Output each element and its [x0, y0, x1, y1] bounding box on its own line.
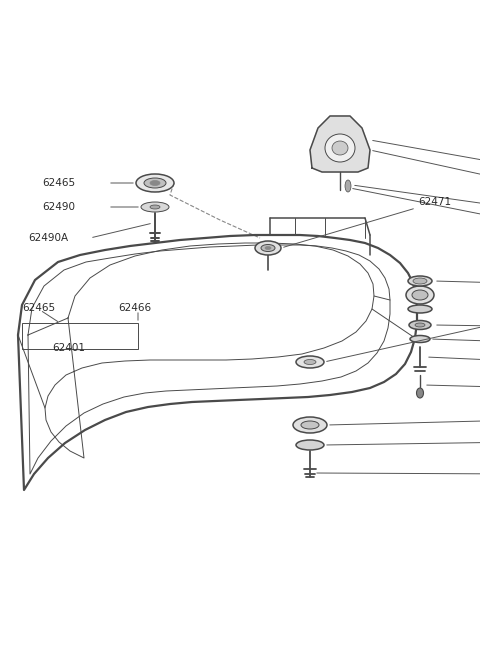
Ellipse shape	[345, 180, 351, 192]
Ellipse shape	[144, 178, 166, 188]
Bar	[22, 323, 138, 349]
Ellipse shape	[412, 290, 428, 300]
Text: 62490A: 62490A	[28, 233, 68, 243]
Ellipse shape	[141, 202, 169, 212]
Ellipse shape	[406, 286, 434, 304]
Ellipse shape	[301, 421, 319, 429]
Ellipse shape	[265, 246, 271, 250]
Ellipse shape	[150, 205, 160, 209]
Ellipse shape	[409, 320, 431, 329]
Text: 62471: 62471	[418, 197, 451, 207]
Text: 62466: 62466	[118, 303, 151, 313]
Text: 62490: 62490	[42, 202, 75, 212]
Ellipse shape	[332, 141, 348, 155]
Ellipse shape	[417, 388, 423, 398]
Ellipse shape	[293, 417, 327, 433]
Ellipse shape	[255, 241, 281, 255]
Ellipse shape	[413, 278, 427, 284]
Text: 62401: 62401	[52, 343, 85, 353]
Ellipse shape	[325, 134, 355, 162]
Polygon shape	[310, 116, 370, 172]
Text: 62465: 62465	[42, 178, 75, 188]
Ellipse shape	[296, 356, 324, 368]
Ellipse shape	[415, 323, 425, 327]
Ellipse shape	[296, 440, 324, 450]
Ellipse shape	[410, 335, 430, 343]
Ellipse shape	[261, 244, 275, 252]
Ellipse shape	[304, 360, 316, 364]
Ellipse shape	[408, 305, 432, 313]
Ellipse shape	[136, 174, 174, 192]
Text: 62465: 62465	[22, 303, 55, 313]
Ellipse shape	[408, 276, 432, 286]
Ellipse shape	[150, 181, 160, 185]
